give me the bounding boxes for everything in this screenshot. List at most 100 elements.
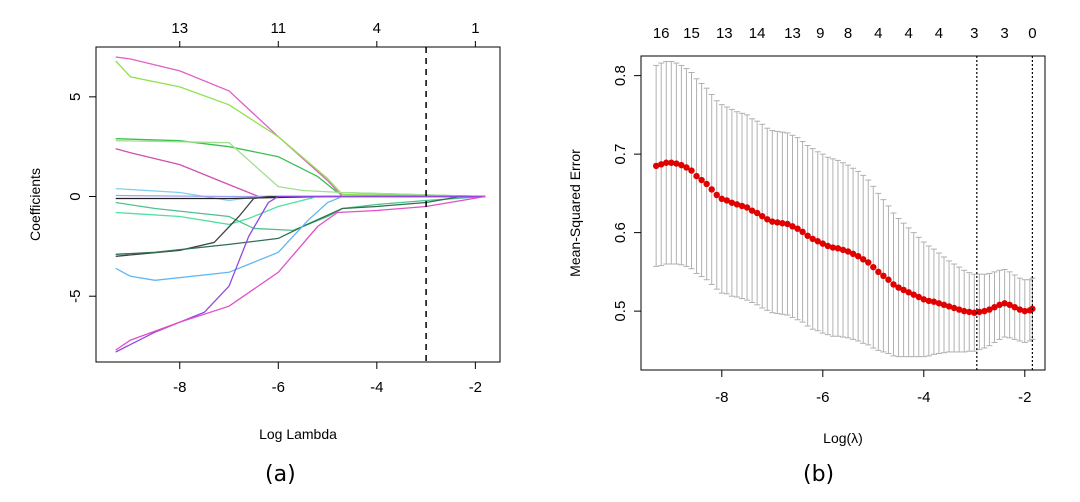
x-tick-label: -2 [1018, 389, 1031, 406]
mse-point [875, 268, 882, 276]
top-axis-label: 3 [1000, 25, 1008, 42]
mse-point [799, 228, 806, 236]
top-axis-label: 4 [935, 25, 943, 42]
mse-point [814, 238, 821, 245]
mse-point [748, 207, 756, 214]
mse-point [976, 308, 983, 316]
mse-point [668, 159, 675, 166]
mse-point [961, 307, 968, 315]
mse-point [764, 216, 771, 223]
mse-point [769, 218, 776, 225]
mse-point [753, 209, 761, 217]
y-tick-label: 5 [67, 93, 84, 101]
mse-point [849, 250, 857, 258]
mse-point [789, 223, 796, 230]
mse-point [1016, 306, 1023, 313]
mse-point [733, 201, 741, 208]
mse-point [910, 291, 917, 298]
x-tick-label: -4 [917, 389, 930, 406]
mse-point [905, 289, 912, 296]
mse-point [698, 176, 705, 184]
mse-point [900, 286, 907, 294]
top-axis-label: 16 [653, 25, 670, 42]
mse-point [920, 296, 927, 303]
mse-point [839, 246, 847, 254]
mse-point [991, 304, 998, 311]
mse-point [804, 232, 811, 239]
mse-point [759, 212, 766, 220]
mse-point [981, 307, 988, 315]
mse-point [890, 281, 897, 288]
coef-path-1 [115, 56, 486, 198]
mse-point [683, 164, 690, 171]
y-tick-label: -5 [67, 290, 84, 303]
mse-point [1021, 307, 1028, 315]
coef-path-15 [115, 195, 486, 351]
mse-point [1001, 300, 1008, 307]
top-axis-label: 3 [970, 25, 978, 42]
top-axis-label: 4 [874, 25, 882, 42]
top-axis-label: 8 [844, 25, 852, 42]
plot-frame [95, 46, 501, 363]
mse-point [718, 195, 725, 203]
mse-point [935, 300, 943, 307]
mse-point [678, 161, 685, 169]
top-axis-label: 13 [171, 20, 188, 37]
mse-point [950, 304, 958, 312]
top-axis-label: 4 [373, 20, 381, 37]
mse-point [860, 256, 867, 263]
y-tick-label: 0 [67, 192, 84, 200]
mse-point [940, 301, 948, 309]
mse-point [945, 303, 953, 310]
mse-point [819, 240, 826, 247]
mse-point [779, 220, 786, 227]
mse-point [834, 245, 842, 252]
coef-path-3 [115, 138, 486, 198]
mse-point [728, 199, 736, 206]
x-tick-label: -8 [173, 379, 186, 396]
top-axis-label: 11 [271, 20, 287, 37]
x-tick-label: -8 [715, 389, 728, 406]
mse-point [844, 248, 852, 255]
mse-point [880, 272, 887, 279]
y-axis-title: Coefficients [27, 168, 43, 241]
mse-point [1006, 301, 1013, 309]
top-axis-label: 4 [904, 25, 912, 42]
lasso-coefficient-path-chart: -8 -6 -4 -2 -5 0 5 13 11 4 1 Log Lambda Coefficients [27, 20, 501, 442]
x-tick-label: -4 [370, 379, 383, 396]
y-tick-label: 0.7 [612, 144, 629, 165]
mse-point [966, 308, 973, 316]
caption-a: (a) [265, 462, 296, 487]
coef-path-11 [115, 195, 486, 257]
mse-point [663, 159, 670, 166]
mse-point [743, 204, 751, 211]
mse-point [870, 263, 877, 271]
mse-point [673, 160, 680, 167]
coef-path-2 [115, 60, 486, 198]
mse-point [930, 298, 938, 305]
mse-point [885, 276, 892, 283]
y-axis-title: Mean-Squared Error [567, 149, 583, 277]
mse-point [738, 202, 746, 210]
mse-point [865, 259, 872, 266]
plot-frame [640, 55, 1046, 371]
mse-point [925, 297, 933, 305]
x-tick-label: -6 [816, 389, 829, 406]
mse-point [996, 301, 1003, 309]
y-tick-label: 0.5 [612, 301, 629, 322]
coef-path-14 [115, 195, 486, 353]
mse-point [986, 306, 993, 313]
x-tick-label: -2 [469, 379, 482, 396]
mse-point [688, 167, 695, 174]
mse-point [693, 172, 700, 180]
x-axis-title: Log Lambda [259, 426, 337, 442]
coef-path-12 [115, 195, 486, 255]
y-tick-label: 0.6 [612, 222, 629, 243]
mse-point [809, 235, 816, 243]
top-axis-label: 9 [816, 25, 824, 42]
y-tick-label: 0.8 [612, 65, 629, 86]
mse-point [971, 309, 978, 316]
mse-point [703, 180, 710, 188]
top-axis-label: 1 [471, 20, 479, 37]
mse-point [824, 242, 832, 250]
